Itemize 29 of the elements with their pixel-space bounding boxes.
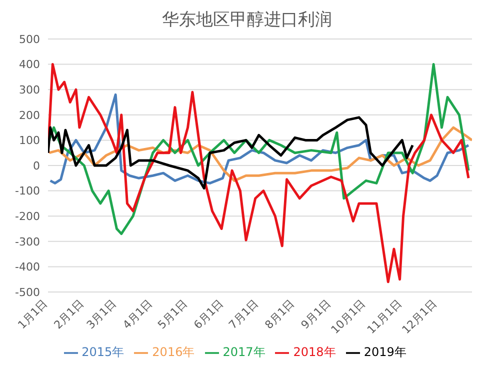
legend-label: 2017年 [222, 345, 266, 359]
y-tick-label: -400 [15, 260, 40, 274]
y-tick-label: 500 [19, 32, 40, 46]
x-tick-label: 6月1日 [191, 296, 226, 332]
y-tick-label: 400 [19, 58, 40, 72]
x-tick-label: 2月1日 [52, 296, 86, 332]
legend-label: 2015年 [82, 345, 124, 359]
y-tick-label: 0 [33, 159, 40, 172]
x-tick-label: 4月1日 [120, 296, 155, 332]
x-tick-label: 10月1日 [328, 296, 368, 337]
y-tick-label: -500 [15, 286, 40, 299]
x-tick-label: 12月1日 [400, 296, 440, 337]
x-tick-label: 5月1日 [155, 296, 190, 332]
legend-label: 2016年 [152, 345, 195, 359]
y-tick-label: -300 [15, 235, 40, 248]
y-tick-label: 300 [19, 84, 40, 97]
y-tick-label: -100 [15, 184, 40, 198]
y-tick-label: 200 [19, 108, 40, 122]
y-tick-label: -200 [15, 210, 40, 224]
x-tick-label: 8月1日 [262, 296, 298, 332]
x-tick-label: 1月1日 [15, 296, 50, 332]
chart-title: 华东地区甲醇进口利润 [161, 9, 333, 31]
legend-label: 2019年 [364, 345, 406, 359]
y-tick-label: 100 [19, 134, 40, 148]
x-tick-label: 3月1日 [84, 296, 119, 332]
legend-label: 2018年 [293, 345, 336, 359]
x-tick-label: 7月1日 [226, 296, 261, 332]
line-series [48, 63, 470, 284]
line-series [48, 116, 414, 190]
